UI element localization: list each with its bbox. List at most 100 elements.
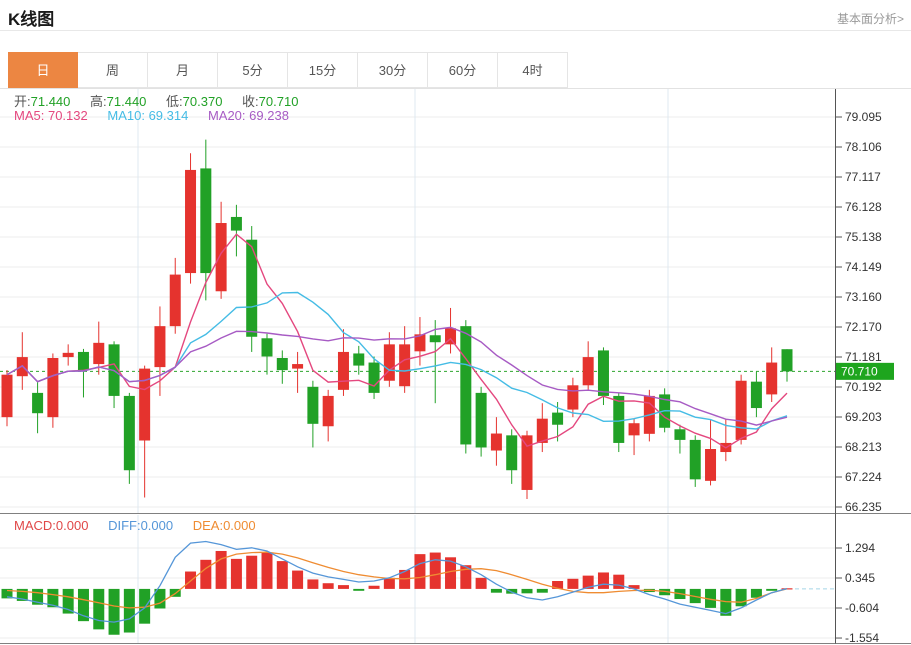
axis-tick-label: 78.106: [845, 140, 882, 154]
axis-tick-label: -1.554: [845, 631, 879, 645]
axis-tick-label: 76.128: [845, 200, 882, 214]
macd-bar: [750, 588, 762, 598]
macd-bar: [139, 588, 151, 624]
close-value: 收:70.710: [242, 94, 299, 109]
macd-bar: [276, 561, 288, 589]
macd-bar: [490, 588, 502, 593]
macd-bar: [200, 559, 212, 589]
macd-bar: [460, 565, 472, 589]
macd-bar: [720, 588, 732, 616]
macd-bar: [62, 588, 74, 614]
macd-bar: [47, 588, 59, 608]
candle-body: [552, 412, 564, 425]
macd-bar: [322, 583, 334, 589]
axis-tick-label: 68.213: [845, 440, 882, 454]
candle-body: [246, 239, 258, 337]
axis-tick-label: 77.117: [845, 170, 881, 184]
axis-tick-label: 69.203: [845, 410, 882, 424]
dea-line: [6, 551, 788, 609]
macd-bar: [659, 588, 671, 596]
macd-bar: [597, 572, 609, 589]
macd-bar: [536, 588, 548, 593]
open-value: 开:71.440: [14, 94, 71, 109]
macd-bar: [337, 585, 349, 589]
candle-body: [185, 169, 197, 274]
macd-bar: [16, 588, 28, 601]
tab-month[interactable]: 月: [148, 52, 218, 88]
current-price-badge-label: 70.710: [841, 364, 878, 378]
interval-tabs: 日 周 月 5分 15分 30分 60分 4时: [8, 52, 911, 88]
macd-bar: [246, 555, 258, 589]
candle-body: [781, 349, 793, 372]
candle-body: [32, 392, 44, 414]
axis-tick-label: 74.149: [845, 260, 882, 274]
candle-body: [47, 358, 59, 418]
macd-bar: [552, 581, 564, 589]
candle-body: [628, 423, 640, 436]
macd-bar: [567, 578, 579, 589]
tab-30min[interactable]: 30分: [358, 52, 428, 88]
macd-value: MACD:0.000: [14, 518, 89, 533]
axis-tick-label: 67.224: [845, 470, 882, 484]
diff-value: DIFF:0.000: [108, 518, 174, 533]
macd-bar: [506, 588, 518, 594]
macd-bar: [353, 588, 365, 591]
candle-body: [750, 381, 762, 409]
tab-week[interactable]: 周: [78, 52, 148, 88]
candle-body: [766, 362, 778, 395]
macd-bar: [368, 585, 380, 589]
candle-body: [276, 358, 288, 371]
macd-bar: [307, 579, 319, 589]
candle-body: [536, 418, 548, 443]
page-header: K线图 基本面分析>: [0, 0, 911, 31]
ma-info-row: MA5: 70.132 MA10: 69.314 MA20: 69.238: [14, 108, 305, 123]
candle-body: [62, 352, 74, 358]
candle-body: [1, 374, 13, 418]
axis-tick-label: 79.095: [845, 110, 882, 124]
candle-body: [261, 338, 273, 357]
macd-bar: [628, 585, 640, 589]
tab-5min[interactable]: 5分: [218, 52, 288, 88]
fundamental-analysis-link[interactable]: 基本面分析>: [836, 12, 904, 26]
macd-bar: [582, 575, 594, 589]
axis-tick-label: 71.181: [845, 350, 882, 364]
candle-body: [230, 216, 242, 231]
ohlc-info-row: 开:71.440 高:71.440 低:70.370 收:70.710: [14, 91, 314, 110]
macd-bar: [735, 588, 747, 607]
candle-body: [445, 328, 457, 345]
macd-bar: [475, 577, 487, 589]
candle-body: [705, 449, 717, 481]
candle-body: [123, 395, 135, 471]
axis-tick-label: 75.138: [845, 230, 882, 244]
tab-60min[interactable]: 60分: [428, 52, 498, 88]
ma5-line: [6, 233, 788, 449]
candle-body: [154, 326, 166, 368]
macd-bar: [292, 570, 304, 589]
tab-4hour[interactable]: 4时: [498, 52, 568, 88]
macd-bar: [414, 554, 426, 589]
interval-tabbar: 日 周 月 5分 15分 30分 60分 4时: [0, 52, 911, 89]
macd-bar: [123, 588, 135, 633]
page-title: K线图: [8, 10, 55, 29]
macd-bar: [261, 552, 273, 589]
tab-day[interactable]: 日: [8, 52, 78, 88]
candle-body: [383, 344, 395, 381]
candle-body: [200, 168, 212, 274]
dea-value: DEA:0.000: [192, 518, 256, 533]
ma20-line: [6, 326, 788, 426]
candle-body: [506, 435, 518, 471]
candle-body: [93, 342, 105, 365]
ma20-value: MA20: 69.238: [207, 108, 289, 123]
macd-bar: [383, 577, 395, 589]
axis-tick-label: 70.192: [845, 380, 882, 394]
candle-body: [613, 395, 625, 443]
axis-tick-label: 0.345: [845, 571, 875, 585]
ma5-value: MA5: 70.132: [14, 108, 88, 123]
macd-bar: [93, 588, 105, 630]
macd-bar: [705, 588, 717, 608]
candle-body: [169, 274, 181, 327]
ma10-value: MA10: 69.314: [107, 108, 189, 123]
candle-body: [582, 357, 594, 386]
tab-15min[interactable]: 15分: [288, 52, 358, 88]
